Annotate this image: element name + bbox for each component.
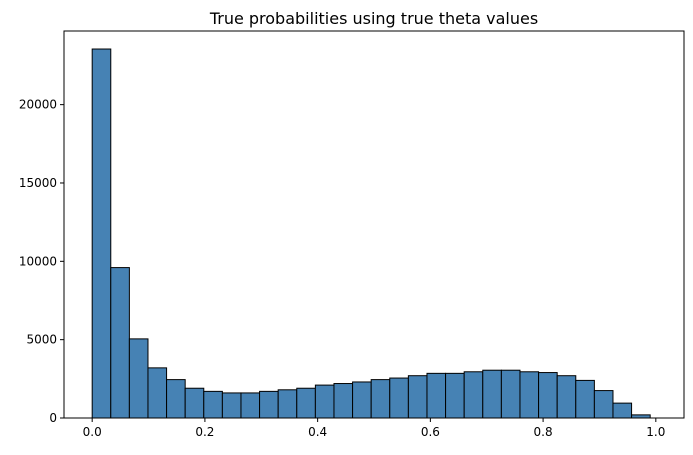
histogram-bar — [166, 379, 186, 419]
histogram-bar — [426, 372, 447, 419]
histogram-bar — [463, 371, 484, 419]
x-axis: 0.0 0.2 0.4 0.6 0.8 1.0 — [83, 418, 665, 439]
x-tick-label: 1.0 — [646, 425, 665, 439]
histogram-bar — [389, 377, 409, 419]
histogram-bar — [296, 387, 316, 419]
x-tick-label: 0.6 — [421, 425, 440, 439]
histogram-bar — [203, 390, 223, 419]
histogram-bar — [556, 375, 577, 419]
y-axis: 0 5000 10000 15000 20000 — [19, 98, 64, 425]
histogram-bar — [407, 375, 428, 419]
histogram-bar — [128, 338, 149, 419]
chart-title: True probabilities using true theta valu… — [209, 9, 538, 28]
histogram-bar — [519, 371, 540, 419]
histogram-bar — [538, 372, 558, 419]
histogram-bar — [333, 383, 354, 419]
histogram-bar — [259, 390, 279, 419]
histogram-bar — [612, 402, 633, 419]
histogram-bar — [314, 384, 335, 419]
histogram-bar — [370, 379, 391, 419]
histogram-bar — [184, 387, 205, 419]
histogram-bar — [240, 392, 261, 419]
plot-frame — [63, 30, 685, 419]
x-tick-label: 0.8 — [534, 425, 553, 439]
x-tick-label: 0.0 — [83, 425, 102, 439]
y-tick-label: 10000 — [19, 254, 57, 268]
x-tick-label: 0.2 — [195, 425, 214, 439]
x-tick-label: 0.4 — [308, 425, 327, 439]
y-tick-label: 20000 — [19, 98, 57, 112]
histogram-bar — [482, 369, 502, 419]
histogram-bar — [91, 48, 112, 419]
bars-layer — [91, 48, 651, 419]
histogram-bar — [221, 392, 242, 419]
histogram-bar — [445, 372, 465, 419]
histogram-bar — [147, 367, 168, 419]
histogram-bar — [277, 389, 298, 419]
histogram-bar — [352, 381, 372, 419]
y-tick-label: 15000 — [19, 176, 57, 190]
histogram-bar — [575, 379, 595, 419]
y-tick-label: 5000 — [26, 333, 57, 347]
histogram-bar — [593, 390, 614, 419]
histogram-bar — [500, 369, 521, 419]
histogram-bar — [110, 267, 130, 419]
y-tick-label: 0 — [49, 411, 57, 425]
